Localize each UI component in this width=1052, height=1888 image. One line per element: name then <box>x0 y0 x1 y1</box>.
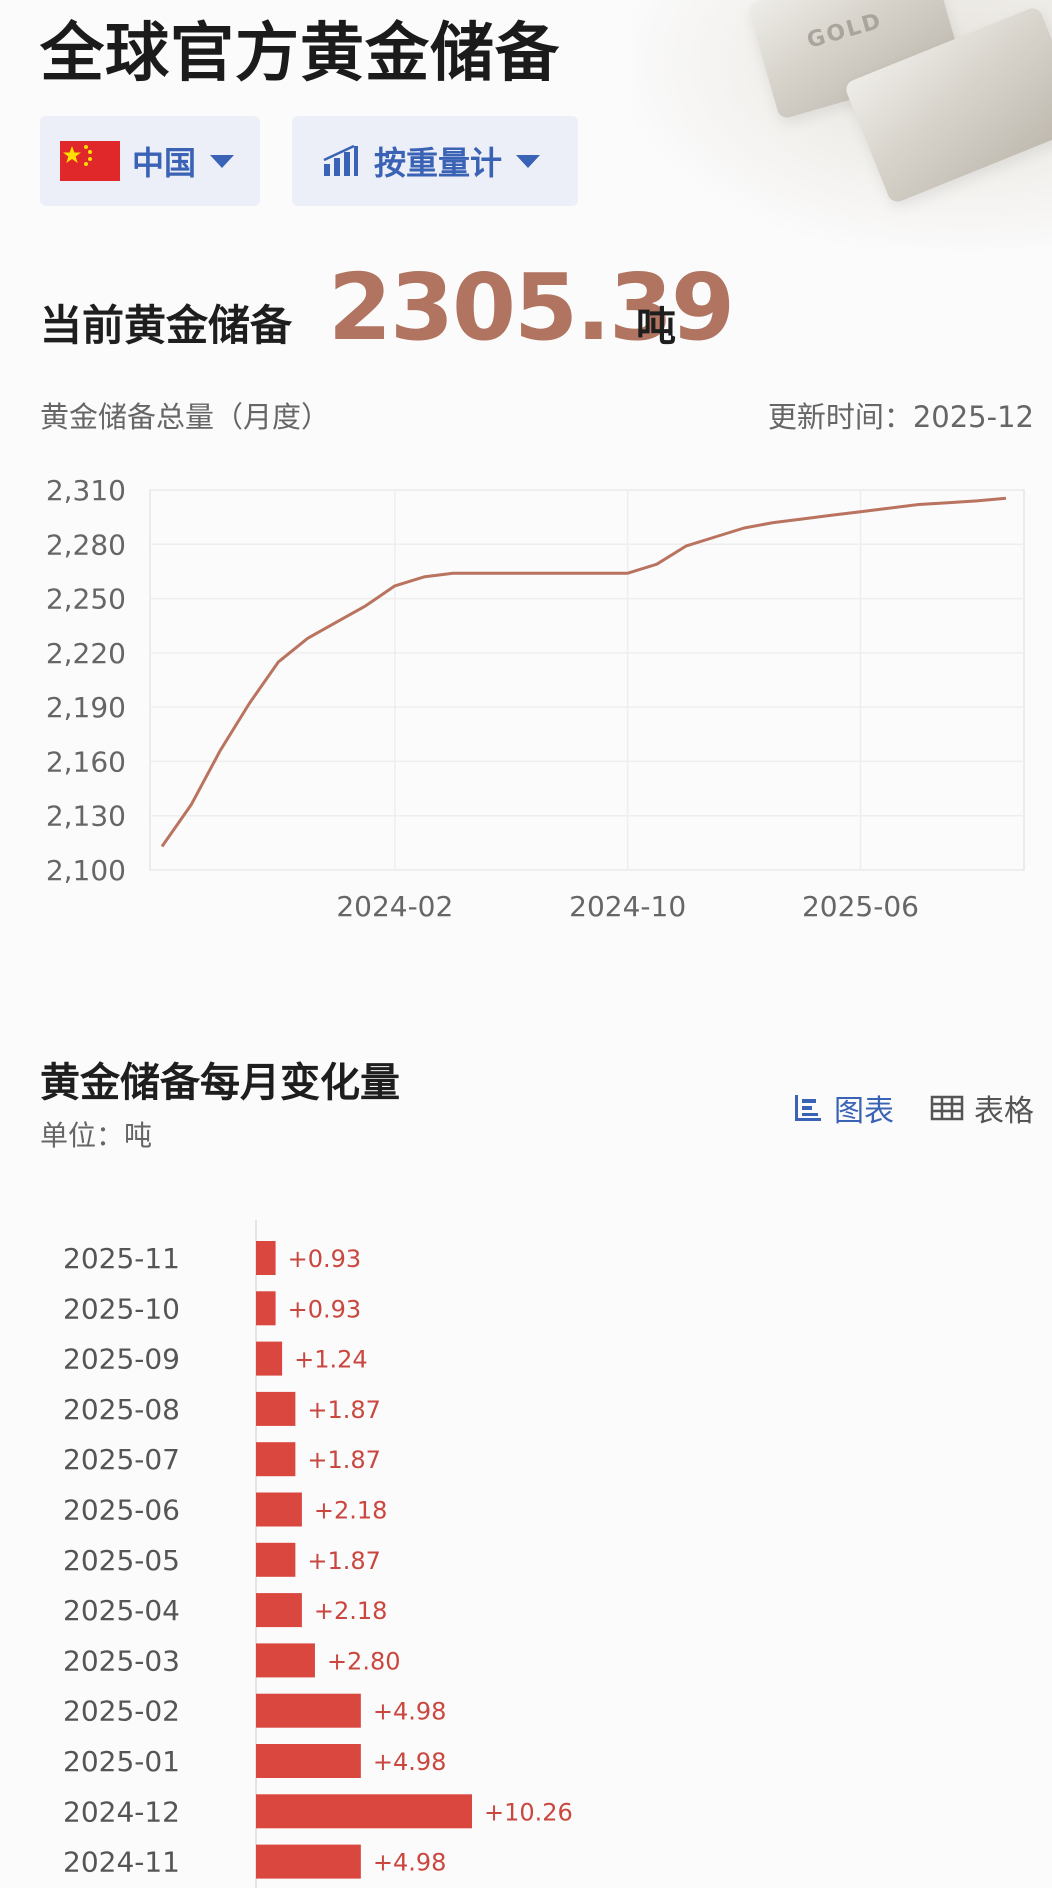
table-view-toggle[interactable]: 表格 <box>930 1086 1034 1130</box>
bar-value-label: +1.87 <box>307 1396 381 1424</box>
y-tick-label: 2,100 <box>46 854 126 887</box>
update-time: 更新时间：2025-12 <box>767 400 1034 434</box>
bar-value-label: +2.18 <box>314 1597 388 1625</box>
chart-view-icon <box>795 1095 821 1121</box>
x-tick-label: 2024-10 <box>569 890 686 923</box>
bar <box>256 1391 296 1426</box>
y-tick-label: 2,190 <box>46 691 126 724</box>
current-reserve-value: 2305.39 <box>328 254 735 361</box>
line-chart-subtitle: 黄金储备总量（月度） <box>40 400 331 434</box>
monthly-change-bar-chart: 2025-11 +0.93 2025-10 +0.93 2025-09 +1.24 2025… <box>63 1220 573 1888</box>
page-title: 全球官方黄金储备 <box>40 16 560 91</box>
bar <box>256 1693 361 1728</box>
bar-category-label: 2025-07 <box>63 1443 180 1476</box>
bar-value-label: +2.18 <box>314 1497 388 1525</box>
bar-chart-icon <box>323 144 358 176</box>
bar <box>256 1794 472 1829</box>
y-tick-label: 2,220 <box>46 637 126 670</box>
x-tick-label: 2024-02 <box>336 890 453 923</box>
y-tick-label: 2,250 <box>46 583 126 616</box>
bar-category-label: 2025-06 <box>63 1494 180 1527</box>
bar-category-label: 2024-11 <box>63 1846 180 1879</box>
bar-value-label: +0.93 <box>288 1295 362 1323</box>
bar <box>256 1492 302 1527</box>
plot-frame <box>149 489 1025 871</box>
y-tick-label: 2,130 <box>46 800 126 833</box>
bar-value-label: +2.80 <box>327 1647 401 1675</box>
bar-category-label: 2024-12 <box>63 1795 180 1828</box>
bar-value-label: +4.98 <box>373 1849 447 1877</box>
current-reserve-unit: 吨 <box>636 304 676 350</box>
unit-selector[interactable]: 按重量计 <box>292 116 578 206</box>
country-selector[interactable]: 中国 <box>40 116 260 206</box>
chart-view-label: 图表 <box>834 1094 894 1129</box>
table-view-icon <box>930 1095 964 1121</box>
bar-value-label: +4.98 <box>373 1748 447 1776</box>
table-view-label: 表格 <box>974 1094 1034 1129</box>
x-tick-label: 2025-06 <box>802 890 919 923</box>
bar-category-label: 2025-09 <box>63 1343 180 1376</box>
bar <box>256 1643 315 1678</box>
bar-value-label: +4.98 <box>373 1698 447 1726</box>
current-reserve-label: 当前黄金储备 <box>40 301 293 350</box>
bar-category-label: 2025-10 <box>63 1292 180 1325</box>
chart-view-toggle[interactable]: 图表 <box>792 1086 894 1130</box>
bar-value-label: +0.93 <box>288 1245 362 1273</box>
bar-chart-unit: 单位：吨 <box>40 1119 153 1152</box>
bar-value-label: +1.87 <box>307 1446 381 1474</box>
chevron-down-icon <box>516 154 541 168</box>
bar-category-label: 2025-01 <box>63 1745 180 1778</box>
china-flag-icon <box>60 141 120 181</box>
bar-category-label: 2025-11 <box>63 1242 180 1275</box>
bar-value-label: +1.24 <box>294 1346 368 1374</box>
bar-category-label: 2025-04 <box>63 1594 180 1627</box>
bar <box>256 1744 361 1778</box>
bar <box>256 1442 296 1477</box>
y-tick-label: 2,280 <box>46 528 126 561</box>
bar <box>256 1341 283 1376</box>
unit-mode-label: 按重量计 <box>374 144 503 182</box>
bar <box>256 1593 302 1628</box>
bar <box>256 1291 276 1326</box>
chevron-down-icon <box>210 154 235 168</box>
bar <box>256 1241 276 1275</box>
bar-value-label: +1.87 <box>307 1547 381 1575</box>
bar-category-label: 2025-02 <box>63 1695 180 1728</box>
gold-reserve-line-chart: 2,100 2,130 2,160 2,190 2,220 2,250 2,280 2,310… <box>46 474 1025 923</box>
bar-category-label: 2025-08 <box>63 1393 180 1426</box>
bar-value-label: +10.26 <box>484 1798 573 1826</box>
bar-category-label: 2025-03 <box>63 1644 180 1677</box>
y-tick-label: 2,160 <box>46 745 126 778</box>
y-tick-label: 2,310 <box>46 474 126 507</box>
bar-chart-title: 黄金储备每月变化量 <box>40 1060 400 1106</box>
bar <box>256 1542 296 1577</box>
bar-category-label: 2025-05 <box>63 1544 180 1577</box>
country-label: 中国 <box>132 144 197 182</box>
bar <box>256 1844 361 1879</box>
reserve-series-line <box>160 496 1007 848</box>
